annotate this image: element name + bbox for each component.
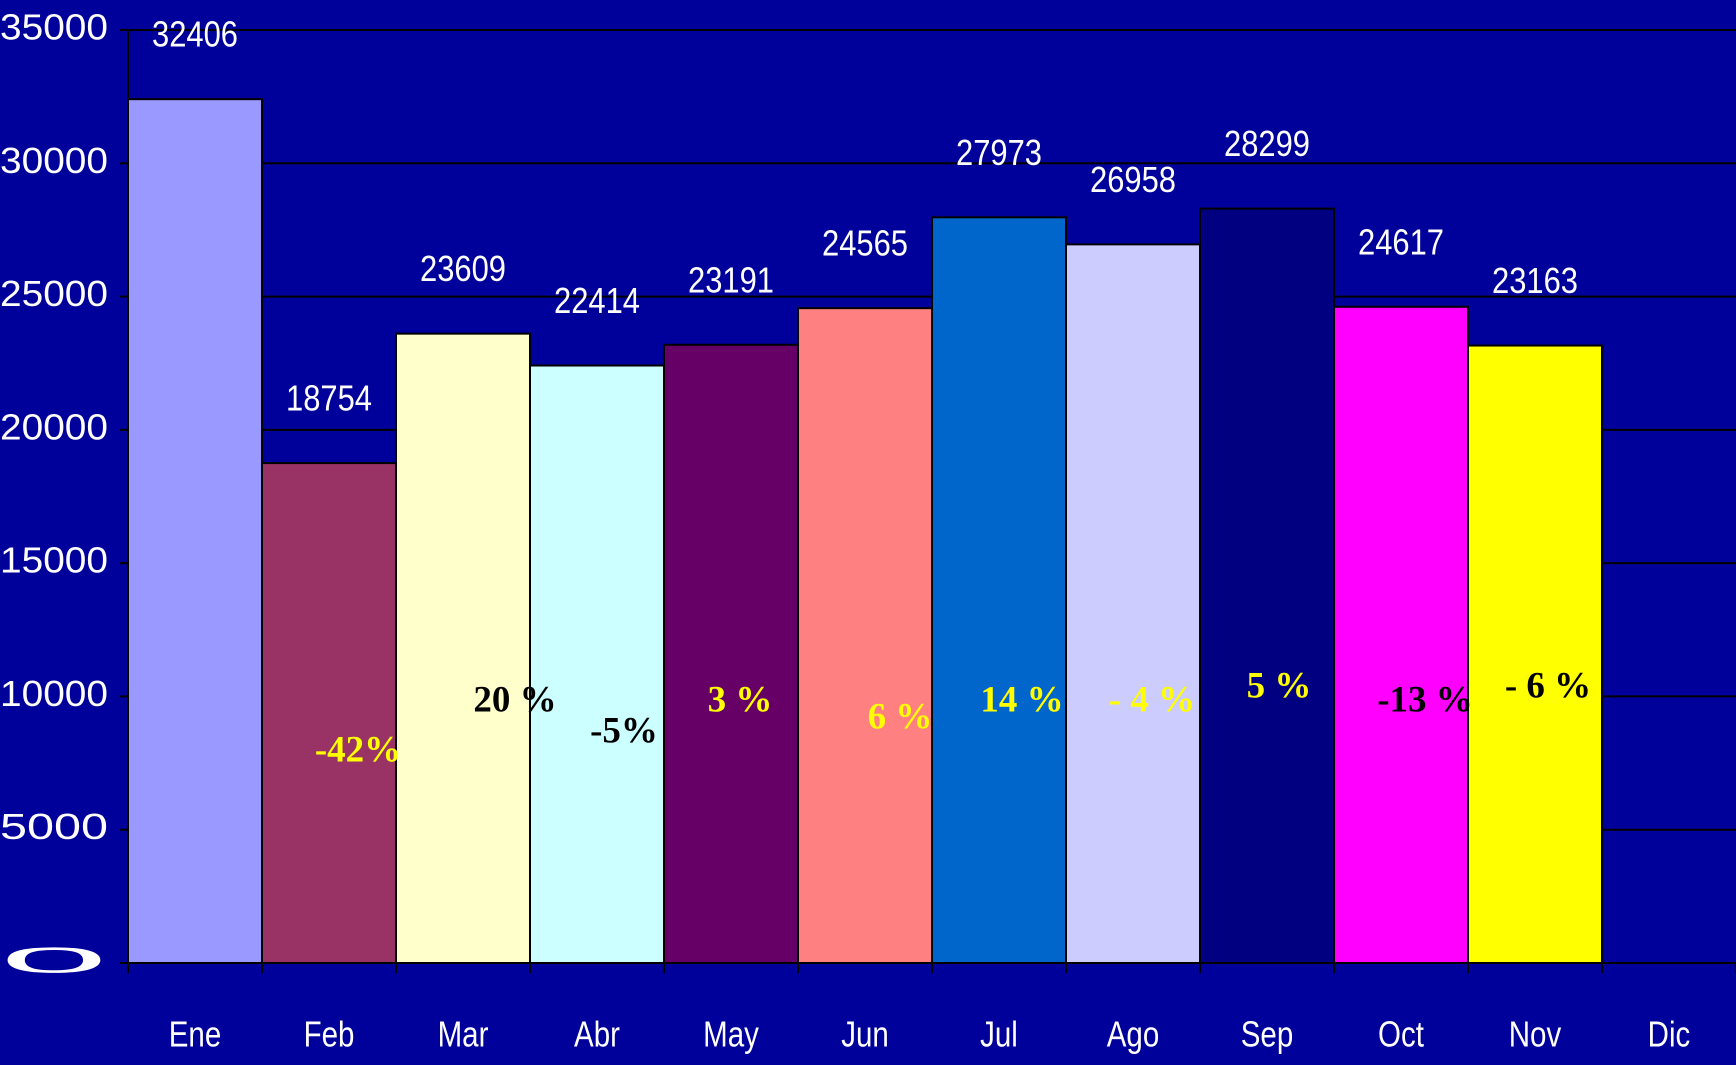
value-label: 23191 bbox=[688, 259, 774, 300]
y-tick-label: 30000 bbox=[0, 140, 108, 181]
value-label: 28299 bbox=[1224, 123, 1310, 164]
y-tick-label: 25000 bbox=[0, 273, 108, 314]
annotation: 6 % bbox=[868, 696, 933, 737]
y-tick-label: 5000 bbox=[0, 806, 108, 847]
x-tick-label: Sep bbox=[1241, 1014, 1294, 1054]
x-tick-label: Feb bbox=[304, 1014, 355, 1054]
x-tick-label: Ene bbox=[169, 1014, 222, 1054]
annotation: 5 % bbox=[1247, 665, 1312, 706]
annotation: - 6 % bbox=[1505, 665, 1591, 706]
bar bbox=[797, 307, 933, 964]
value-label: 23163 bbox=[1492, 260, 1578, 301]
value-label: 26958 bbox=[1090, 159, 1176, 200]
y-tick-label: 0 bbox=[0, 940, 108, 981]
x-tick-label: Nov bbox=[1509, 1014, 1562, 1054]
bar bbox=[1199, 207, 1335, 964]
annotation: -13 % bbox=[1377, 679, 1473, 720]
value-label: 22414 bbox=[554, 280, 640, 321]
bar bbox=[395, 332, 531, 965]
x-tick-label: Jul bbox=[980, 1014, 1018, 1054]
bar bbox=[529, 364, 665, 965]
bar bbox=[127, 98, 263, 965]
bar bbox=[1333, 305, 1469, 964]
bar bbox=[1065, 243, 1201, 964]
value-label: 32406 bbox=[152, 14, 238, 55]
annotation: 3 % bbox=[708, 679, 773, 720]
annotation: 20 % bbox=[473, 679, 556, 720]
x-tick-label: May bbox=[703, 1014, 759, 1054]
value-label: 24565 bbox=[822, 223, 908, 264]
x-tick-label: Dic bbox=[1648, 1014, 1691, 1054]
y-tick-label: 15000 bbox=[0, 540, 108, 581]
y-tick-label: 10000 bbox=[0, 673, 108, 714]
value-label: 18754 bbox=[286, 378, 372, 419]
value-label: 27973 bbox=[956, 132, 1042, 173]
y-tick-label: 20000 bbox=[0, 406, 108, 447]
bar bbox=[1467, 344, 1603, 964]
x-tick-label: Jun bbox=[841, 1014, 889, 1054]
x-tick-label: Mar bbox=[438, 1014, 489, 1054]
x-tick-label: Abr bbox=[574, 1014, 620, 1054]
annotation: - 4 % bbox=[1109, 679, 1195, 720]
annotation: 14 % bbox=[980, 679, 1063, 720]
value-label: 23609 bbox=[420, 248, 506, 289]
x-tick-label: Oct bbox=[1378, 1014, 1424, 1054]
annotation: -42% bbox=[315, 729, 401, 770]
annotation: -5% bbox=[590, 710, 658, 751]
bar bbox=[931, 216, 1067, 964]
x-tick-label: Ago bbox=[1107, 1014, 1160, 1054]
bar bbox=[261, 462, 397, 964]
value-label: 24617 bbox=[1358, 221, 1444, 262]
bar bbox=[663, 343, 799, 964]
y-tick-label: 35000 bbox=[0, 7, 108, 48]
